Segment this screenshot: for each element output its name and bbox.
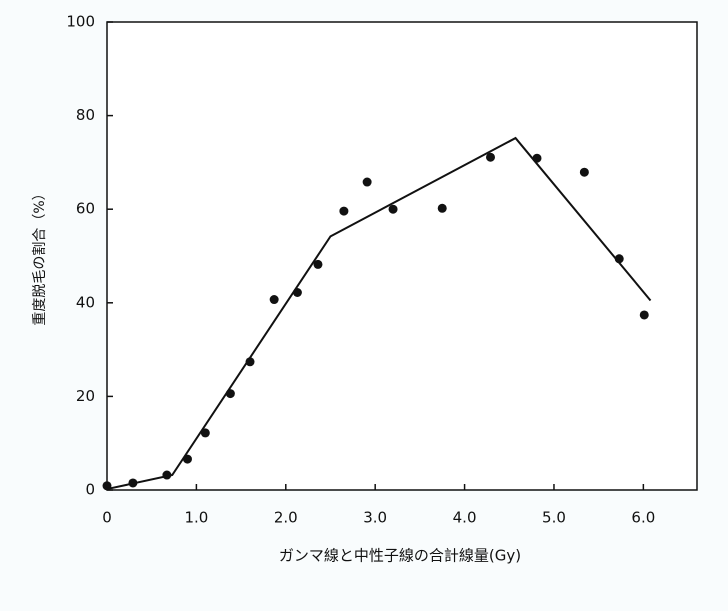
data-point [388,204,398,214]
x-tick-label: 0 [102,509,112,527]
plot-frame [106,21,698,491]
data-point [579,167,589,177]
y-tick-label: 60 [76,200,95,218]
data-point [269,295,279,305]
y-tick-label: 20 [76,387,95,405]
data-point [200,428,210,438]
x-tick-label: 6.0 [631,509,655,527]
data-point [639,310,649,320]
fit-line [106,136,652,491]
x-tick-label: 1.0 [184,509,208,527]
data-point [437,203,447,213]
x-tick-label: 3.0 [363,509,387,527]
y-tick-label: 0 [85,481,95,499]
x-tick-label: 2.0 [274,509,298,527]
y-tick-label: 40 [76,293,95,311]
x-tick-label: 4.0 [453,509,477,527]
x-axis-label: ガンマ線と中性子線の合計線量(Gy) [279,547,521,565]
x-tick-label: 5.0 [542,509,566,527]
y-tick-label: 100 [66,13,95,31]
y-tick-label: 80 [76,106,95,124]
data-point [339,206,349,216]
data-point [362,177,372,187]
data-point [486,152,495,162]
y-axis-label: 重度脱毛の割合（%） [31,186,48,325]
data-point [313,259,323,269]
